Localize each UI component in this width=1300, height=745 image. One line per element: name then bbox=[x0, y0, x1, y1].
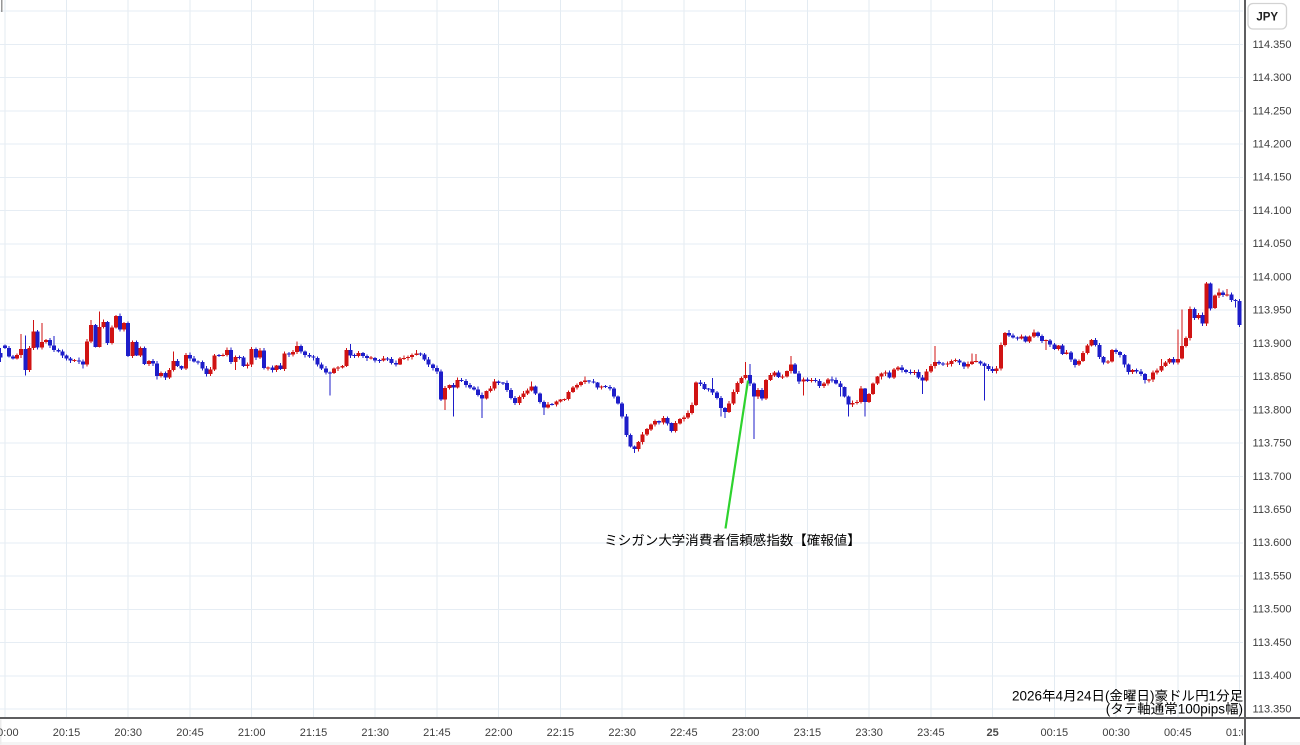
svg-text:113.450: 113.450 bbox=[1253, 637, 1292, 649]
svg-text:114.250: 114.250 bbox=[1253, 105, 1292, 117]
svg-text:23:30: 23:30 bbox=[855, 727, 883, 739]
svg-text:114.150: 114.150 bbox=[1253, 172, 1292, 184]
svg-text:113.750: 113.750 bbox=[1253, 438, 1292, 450]
svg-text:21:30: 21:30 bbox=[361, 727, 389, 739]
svg-text:22:30: 22:30 bbox=[608, 727, 636, 739]
svg-text:113.850: 113.850 bbox=[1253, 371, 1292, 383]
svg-text:22:45: 22:45 bbox=[670, 727, 698, 739]
svg-text:113.600: 113.600 bbox=[1253, 537, 1292, 549]
svg-text:114.300: 114.300 bbox=[1253, 72, 1292, 84]
svg-text:00:15: 00:15 bbox=[1041, 727, 1069, 739]
svg-text:113.900: 113.900 bbox=[1253, 338, 1292, 350]
svg-text:25: 25 bbox=[986, 727, 998, 739]
svg-text:113.400: 113.400 bbox=[1253, 670, 1292, 682]
svg-text:113.350: 113.350 bbox=[1253, 703, 1292, 715]
svg-text:113.650: 113.650 bbox=[1253, 504, 1292, 516]
svg-text:23:45: 23:45 bbox=[917, 727, 945, 739]
svg-text:23:00: 23:00 bbox=[732, 727, 760, 739]
svg-text:20:00: 20:00 bbox=[0, 727, 19, 739]
svg-text:00:45: 00:45 bbox=[1164, 727, 1192, 739]
svg-text:21:15: 21:15 bbox=[300, 727, 328, 739]
svg-text:ミシガン大学消費者信頼感指数【確報値】: ミシガン大学消費者信頼感指数【確報値】 bbox=[604, 529, 861, 549]
svg-text:22:00: 22:00 bbox=[485, 727, 513, 739]
svg-text:01:00: 01:00 bbox=[1226, 727, 1254, 739]
svg-text:113.950: 113.950 bbox=[1253, 305, 1292, 317]
svg-text:00:30: 00:30 bbox=[1102, 727, 1130, 739]
svg-text:21:00: 21:00 bbox=[238, 727, 266, 739]
svg-text:2026年4月24日(金曜日)豪ドル円1分足: 2026年4月24日(金曜日)豪ドル円1分足 bbox=[1012, 685, 1243, 705]
svg-text:114.050: 114.050 bbox=[1253, 238, 1292, 250]
svg-text:114.000: 114.000 bbox=[1253, 271, 1292, 283]
svg-text:114.350: 114.350 bbox=[1253, 39, 1292, 51]
svg-text:20:30: 20:30 bbox=[114, 727, 142, 739]
svg-text:114.100: 114.100 bbox=[1253, 205, 1292, 217]
svg-text:20:45: 20:45 bbox=[176, 727, 204, 739]
svg-text:JPY: JPY bbox=[1256, 12, 1278, 24]
svg-text:113.800: 113.800 bbox=[1253, 404, 1292, 416]
svg-text:20:15: 20:15 bbox=[53, 727, 81, 739]
svg-text:21:45: 21:45 bbox=[423, 727, 451, 739]
svg-text:113.550: 113.550 bbox=[1253, 571, 1292, 583]
svg-text:113.700: 113.700 bbox=[1253, 471, 1292, 483]
svg-text:(タテ軸通常100pips幅): (タテ軸通常100pips幅) bbox=[1106, 698, 1243, 718]
svg-text:23:15: 23:15 bbox=[794, 727, 822, 739]
svg-text:22:15: 22:15 bbox=[547, 727, 575, 739]
svg-text:113.500: 113.500 bbox=[1253, 604, 1292, 616]
svg-text:114.200: 114.200 bbox=[1253, 139, 1292, 151]
